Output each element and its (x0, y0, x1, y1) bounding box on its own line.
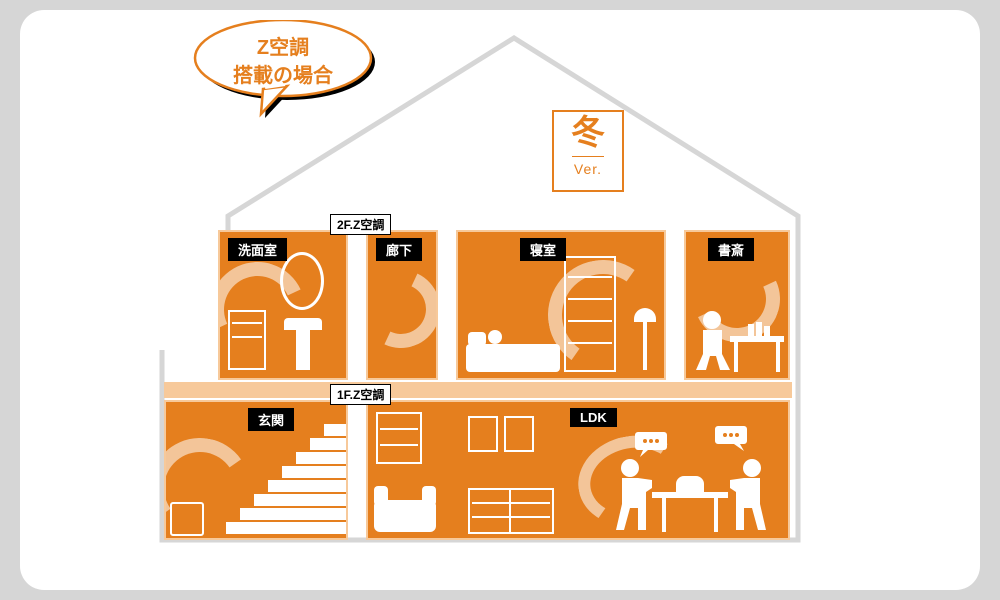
label-entrance: 玄関 (248, 408, 294, 431)
person-study-icon (692, 310, 734, 372)
ldk-shelf-icon (376, 412, 422, 464)
ac-label-1f: 1F.Z空調 (330, 384, 391, 405)
person-right-icon (728, 458, 770, 534)
bookshelf-icon (564, 256, 616, 372)
label-washroom: 洗面室 (228, 238, 287, 261)
bubble-line1: Z空調 (257, 37, 309, 59)
airflow-swirl (366, 259, 438, 359)
stairs-icon (226, 412, 348, 540)
ac-label-2f: 2F.Z空調 (330, 214, 391, 235)
bed-icon (466, 344, 560, 372)
bubble-line2: 搭載の場合 (233, 65, 333, 87)
version-sub: Ver. (554, 161, 622, 177)
sleeper-head-icon (488, 330, 502, 344)
person-left-icon (612, 458, 654, 534)
label-ldk: LDK (570, 408, 617, 427)
bubble-text: Z空調 搭載の場合 (188, 34, 378, 90)
label-study: 書斎 (708, 238, 754, 261)
version-separator (572, 156, 604, 157)
label-corridor: 廊下 (376, 238, 422, 261)
pillow-icon (468, 332, 486, 346)
version-kanji: 冬 (554, 116, 622, 150)
shoebox-icon (170, 502, 204, 536)
speech-bubble-right-icon (714, 424, 748, 452)
callout-bubble: Z空調 搭載の場合 (188, 20, 378, 114)
floor-divider (164, 382, 792, 398)
speech-bubble-left-icon (634, 430, 668, 458)
version-badge: 冬 Ver. (552, 110, 624, 192)
label-bedroom: 寝室 (520, 238, 566, 261)
kitchen-cabinet-icon (468, 416, 498, 452)
sink-pedestal-icon (296, 328, 310, 370)
cabinet-icon (468, 488, 554, 534)
